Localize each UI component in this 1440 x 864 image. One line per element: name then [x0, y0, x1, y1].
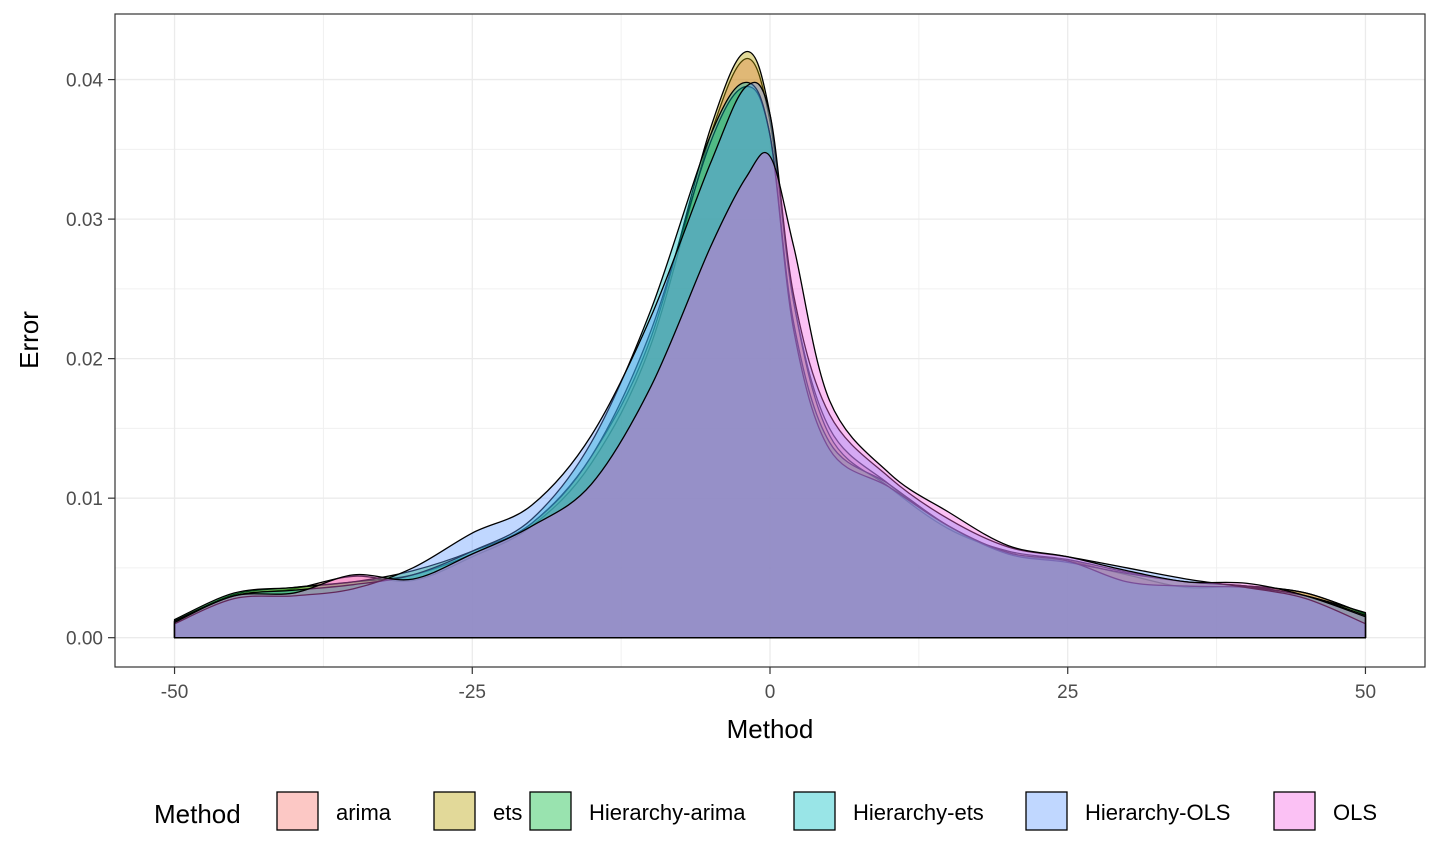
x-tick-label: 50 [1355, 682, 1376, 703]
legend-label-hierarchy-arima: Hierarchy-arima [589, 800, 746, 825]
x-axis-title: Method [727, 714, 814, 744]
legend-key-bg [1273, 791, 1316, 831]
y-axis-title: Error [14, 311, 44, 369]
legend-label-arima: arima [336, 800, 392, 825]
y-tick-label: 0.00 [66, 629, 103, 650]
y-tick-label: 0.02 [66, 350, 103, 371]
density-area-arima [173, 57, 1367, 639]
legend-label-hierarchy-ets: Hierarchy-ets [853, 800, 984, 825]
legend-key-hierarchy-ets [793, 791, 836, 831]
legend-key-bg [793, 791, 836, 831]
y-tick-label: 0.01 [66, 489, 103, 510]
legend-key-hierarchy-arima [529, 791, 572, 831]
legend-key-arima [276, 791, 319, 831]
y-axis: 0.00 0.01 0.02 0.03 0.04 [66, 71, 115, 650]
density-area-ols [173, 151, 1367, 639]
x-tick-label: -50 [161, 682, 188, 703]
density-area-hierarchy-ets [173, 81, 1367, 639]
y-tick-label: 0.03 [66, 210, 103, 231]
legend-label-ets: ets [493, 800, 522, 825]
x-tick-label: -25 [459, 682, 486, 703]
legend: Method arima ets Hierarchy-arima Hierarchy-… [154, 791, 1377, 831]
density-areas [173, 51, 1367, 639]
legend-key-hierarchy-ols [1025, 791, 1068, 831]
legend-title: Method [154, 799, 241, 829]
x-tick-label: 0 [765, 682, 776, 703]
legend-label-ols: OLS [1333, 800, 1377, 825]
x-axis: -50 -25 0 25 50 [161, 667, 1376, 703]
legend-key-ols [1273, 791, 1316, 831]
legend-key-ets [433, 791, 476, 831]
legend-key-bg [433, 791, 476, 831]
legend-label-hierarchy-ols: Hierarchy-OLS [1085, 800, 1230, 825]
legend-key-bg [1025, 791, 1068, 831]
density-area-hierarchy-ols [173, 81, 1367, 639]
y-tick-label: 0.04 [66, 71, 103, 92]
x-tick-label: 25 [1057, 682, 1078, 703]
legend-key-bg [529, 791, 572, 831]
legend-key-bg [276, 791, 319, 831]
